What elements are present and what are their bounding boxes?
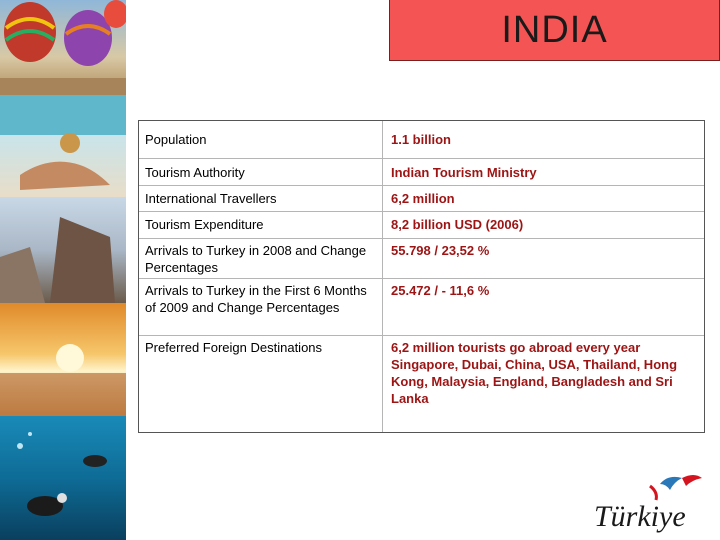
scuba-divers-photo [0,416,126,540]
sunset-over-water-photo [0,303,126,416]
turkiye-logo: Türkiye [590,470,715,538]
svg-text:Türkiye: Türkiye [594,500,686,533]
row-value: 1.1 billion [391,132,451,147]
beach-sunbather-photo [0,95,126,197]
row-label: Arrivals to Turkey in 2008 and Change Pe… [139,239,383,278]
row-label: Preferred Foreign Destinations [139,336,383,432]
stone-head-statues-photo [0,197,126,303]
table-row: International Travellers 6,2 million [139,186,704,212]
row-label: Tourism Expenditure [139,212,383,238]
row-value: 6,2 million [391,191,455,206]
hot-air-balloons-photo [0,0,126,95]
title-box: INDIA [389,0,720,61]
row-value: 6,2 million tourists go abroad every yea… [391,340,678,406]
turkiye-logo-icon: Türkiye [594,475,702,533]
row-label: Tourism Authority [139,159,383,185]
info-table: Population 1.1 billion Tourism Authority… [138,120,705,433]
page-title: INDIA [501,8,608,51]
table-row: Preferred Foreign Destinations 6,2 milli… [139,336,704,432]
table-row: Population 1.1 billion [139,121,704,159]
table-row: Tourism Authority Indian Tourism Ministr… [139,159,704,186]
row-value: 55.798 / 23,52 % [391,243,490,258]
photo-strip [0,0,126,540]
table-row: Tourism Expenditure 8,2 billion USD (200… [139,212,704,239]
row-value: 25.472 / - 11,6 % [391,283,490,298]
table-row: Arrivals to Turkey in the First 6 Months… [139,279,704,336]
row-value: Indian Tourism Ministry [391,165,537,180]
table-row: Arrivals to Turkey in 2008 and Change Pe… [139,239,704,279]
row-value: 8,2 billion USD (2006) [391,217,524,232]
row-label: Arrivals to Turkey in the First 6 Months… [139,279,383,335]
row-label: International Travellers [139,186,383,211]
row-label: Population [139,121,383,158]
